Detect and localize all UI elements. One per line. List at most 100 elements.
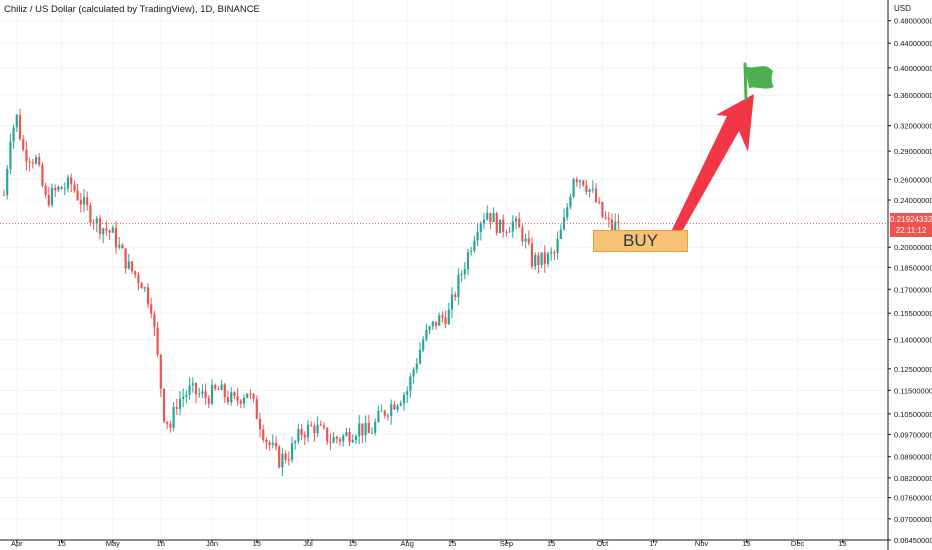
y-tick-label: 0.29000000 xyxy=(894,147,932,156)
candle-body xyxy=(502,219,505,233)
candle-body xyxy=(588,189,591,192)
candlestick-series xyxy=(2,108,620,477)
candle-body xyxy=(137,274,140,284)
candle-body xyxy=(111,227,114,233)
candle-body xyxy=(406,391,409,395)
candle-body xyxy=(140,283,143,289)
y-tick-label: 0.14000000 xyxy=(894,335,932,344)
y-tick-label: 0.40000000 xyxy=(894,64,932,73)
candle-body xyxy=(18,114,22,140)
candle-body xyxy=(409,376,412,392)
candle-body xyxy=(380,410,383,412)
candle-body xyxy=(102,228,105,235)
candle-body xyxy=(146,287,150,305)
chart-title: Chiliz / US Dollar (calculated by Tradin… xyxy=(4,4,260,15)
candle-body xyxy=(425,330,428,340)
candle-body xyxy=(354,436,358,440)
candle-body xyxy=(134,271,137,275)
up-arrow-annotation xyxy=(667,94,754,244)
candle-body xyxy=(338,439,342,442)
x-tick-label: 15 xyxy=(253,539,261,548)
x-tick-label: Oct xyxy=(597,539,610,548)
candle-body xyxy=(306,424,310,438)
candle-body xyxy=(300,429,303,435)
candle-body xyxy=(63,188,66,190)
candle-body xyxy=(415,363,418,370)
candle-body xyxy=(252,393,255,399)
candle-body xyxy=(175,406,178,409)
candle-body xyxy=(370,432,374,434)
candle-body xyxy=(50,187,54,206)
candle-body xyxy=(402,394,406,404)
candle-body xyxy=(25,149,28,162)
candle-body xyxy=(476,231,479,241)
candle-body xyxy=(591,188,594,190)
candle-body xyxy=(278,446,281,468)
candle-body xyxy=(566,207,569,218)
candle-body xyxy=(281,453,284,468)
candle-body xyxy=(550,252,553,254)
last-price-label: 0.21924332 22:11:12 xyxy=(890,213,932,237)
candle-body xyxy=(607,218,610,220)
candle-body xyxy=(287,459,290,461)
candle-body xyxy=(44,185,47,196)
x-tick-label: 17 xyxy=(649,539,657,548)
candle-body xyxy=(76,190,79,200)
candle-body xyxy=(441,315,444,318)
candle-body xyxy=(265,439,268,443)
candle-body xyxy=(182,396,185,400)
candle-body xyxy=(543,252,546,264)
candle-body xyxy=(348,432,351,443)
candle-body xyxy=(284,453,287,460)
candle-body xyxy=(95,218,98,224)
candle-body xyxy=(194,383,198,395)
y-tick-label: 0.12500000 xyxy=(894,365,932,374)
candle-body xyxy=(191,383,194,386)
candle-body xyxy=(418,349,422,364)
candle-body xyxy=(575,179,578,183)
candle-body xyxy=(361,423,364,436)
x-tick-label: 15 xyxy=(742,539,750,548)
candle-body xyxy=(9,141,12,169)
candle-body xyxy=(130,261,134,272)
candle-body xyxy=(454,294,457,298)
candle-body xyxy=(121,244,124,249)
flag-pole xyxy=(743,62,748,101)
candle-body xyxy=(303,434,306,438)
candle-body xyxy=(364,422,367,436)
candle-body xyxy=(156,327,159,355)
x-tick-label: 15 xyxy=(838,539,846,548)
candle-body xyxy=(553,252,556,254)
candle-body xyxy=(124,248,127,269)
candle-body xyxy=(150,304,153,315)
y-tick-label: 0.48000000 xyxy=(894,17,932,26)
x-axis: Apr 15 May 16 Jun 15 Jul 15 Aug 15 Sep 15 Oct 17 Nov 15… xyxy=(11,539,847,548)
candle-body xyxy=(582,180,585,186)
candle-body xyxy=(540,252,543,266)
candle-body xyxy=(431,321,434,327)
candle-body xyxy=(239,400,242,404)
candle-body xyxy=(463,269,466,274)
candle-body xyxy=(290,443,294,461)
candle-body xyxy=(377,411,380,422)
candle-body xyxy=(12,127,15,142)
candle-body xyxy=(210,385,214,404)
candle-body xyxy=(185,394,188,397)
candle-body xyxy=(172,406,175,428)
candle-body xyxy=(585,185,588,192)
candle-body xyxy=(482,219,486,224)
candle-body xyxy=(508,231,511,233)
x-tick-label: 15 xyxy=(57,539,65,548)
y-tick-label: 0.24000000 xyxy=(894,196,932,205)
candle-body xyxy=(559,229,562,239)
candle-body xyxy=(460,273,463,275)
y-tick-label: 0.10500000 xyxy=(894,410,932,419)
candle-body xyxy=(610,219,614,232)
candle-body xyxy=(594,188,598,203)
candle-body xyxy=(614,221,617,232)
candle-body xyxy=(118,244,121,248)
candle-body xyxy=(73,184,76,191)
candle-body xyxy=(60,186,63,190)
